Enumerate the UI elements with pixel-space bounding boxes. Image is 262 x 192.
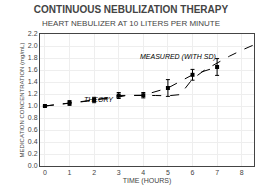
svg-text:0.6: 0.6 xyxy=(28,126,38,133)
svg-text:CONTINUOUS NEBULIZATION THERAP: CONTINUOUS NEBULIZATION THERAPYHEART NEB… xyxy=(34,4,229,28)
svg-text:1.8: 1.8 xyxy=(28,54,38,61)
svg-text:5: 5 xyxy=(166,169,170,176)
svg-text:7: 7 xyxy=(215,169,219,176)
svg-text:0: 0 xyxy=(43,169,47,176)
svg-text:6: 6 xyxy=(191,169,195,176)
svg-text:1: 1 xyxy=(68,169,72,176)
svg-text:MEASURED (WITH SD): MEASURED (WITH SD) xyxy=(140,53,216,61)
svg-text:THEORY: THEORY xyxy=(84,96,114,103)
svg-text:0.8: 0.8 xyxy=(28,114,38,121)
svg-text:0.4: 0.4 xyxy=(28,138,38,145)
svg-text:0.2: 0.2 xyxy=(28,150,38,157)
svg-text:8: 8 xyxy=(240,169,244,176)
svg-text:0.0: 0.0 xyxy=(28,162,38,169)
svg-text:3: 3 xyxy=(117,169,121,176)
svg-text:1.4: 1.4 xyxy=(28,78,38,85)
svg-text:1.6: 1.6 xyxy=(28,66,38,73)
svg-text:1.0: 1.0 xyxy=(28,102,38,109)
svg-text:MEDICATION CONCENTRATION (mg/m: MEDICATION CONCENTRATION (mg/mL) xyxy=(19,43,25,158)
svg-text:2.0: 2.0 xyxy=(28,42,38,49)
svg-text:2.2: 2.2 xyxy=(28,30,38,37)
svg-text:1.2: 1.2 xyxy=(28,90,38,97)
svg-text:4: 4 xyxy=(141,169,145,176)
svg-text:TIME (HOURS): TIME (HOURS) xyxy=(123,177,172,185)
svg-text:2: 2 xyxy=(92,169,96,176)
